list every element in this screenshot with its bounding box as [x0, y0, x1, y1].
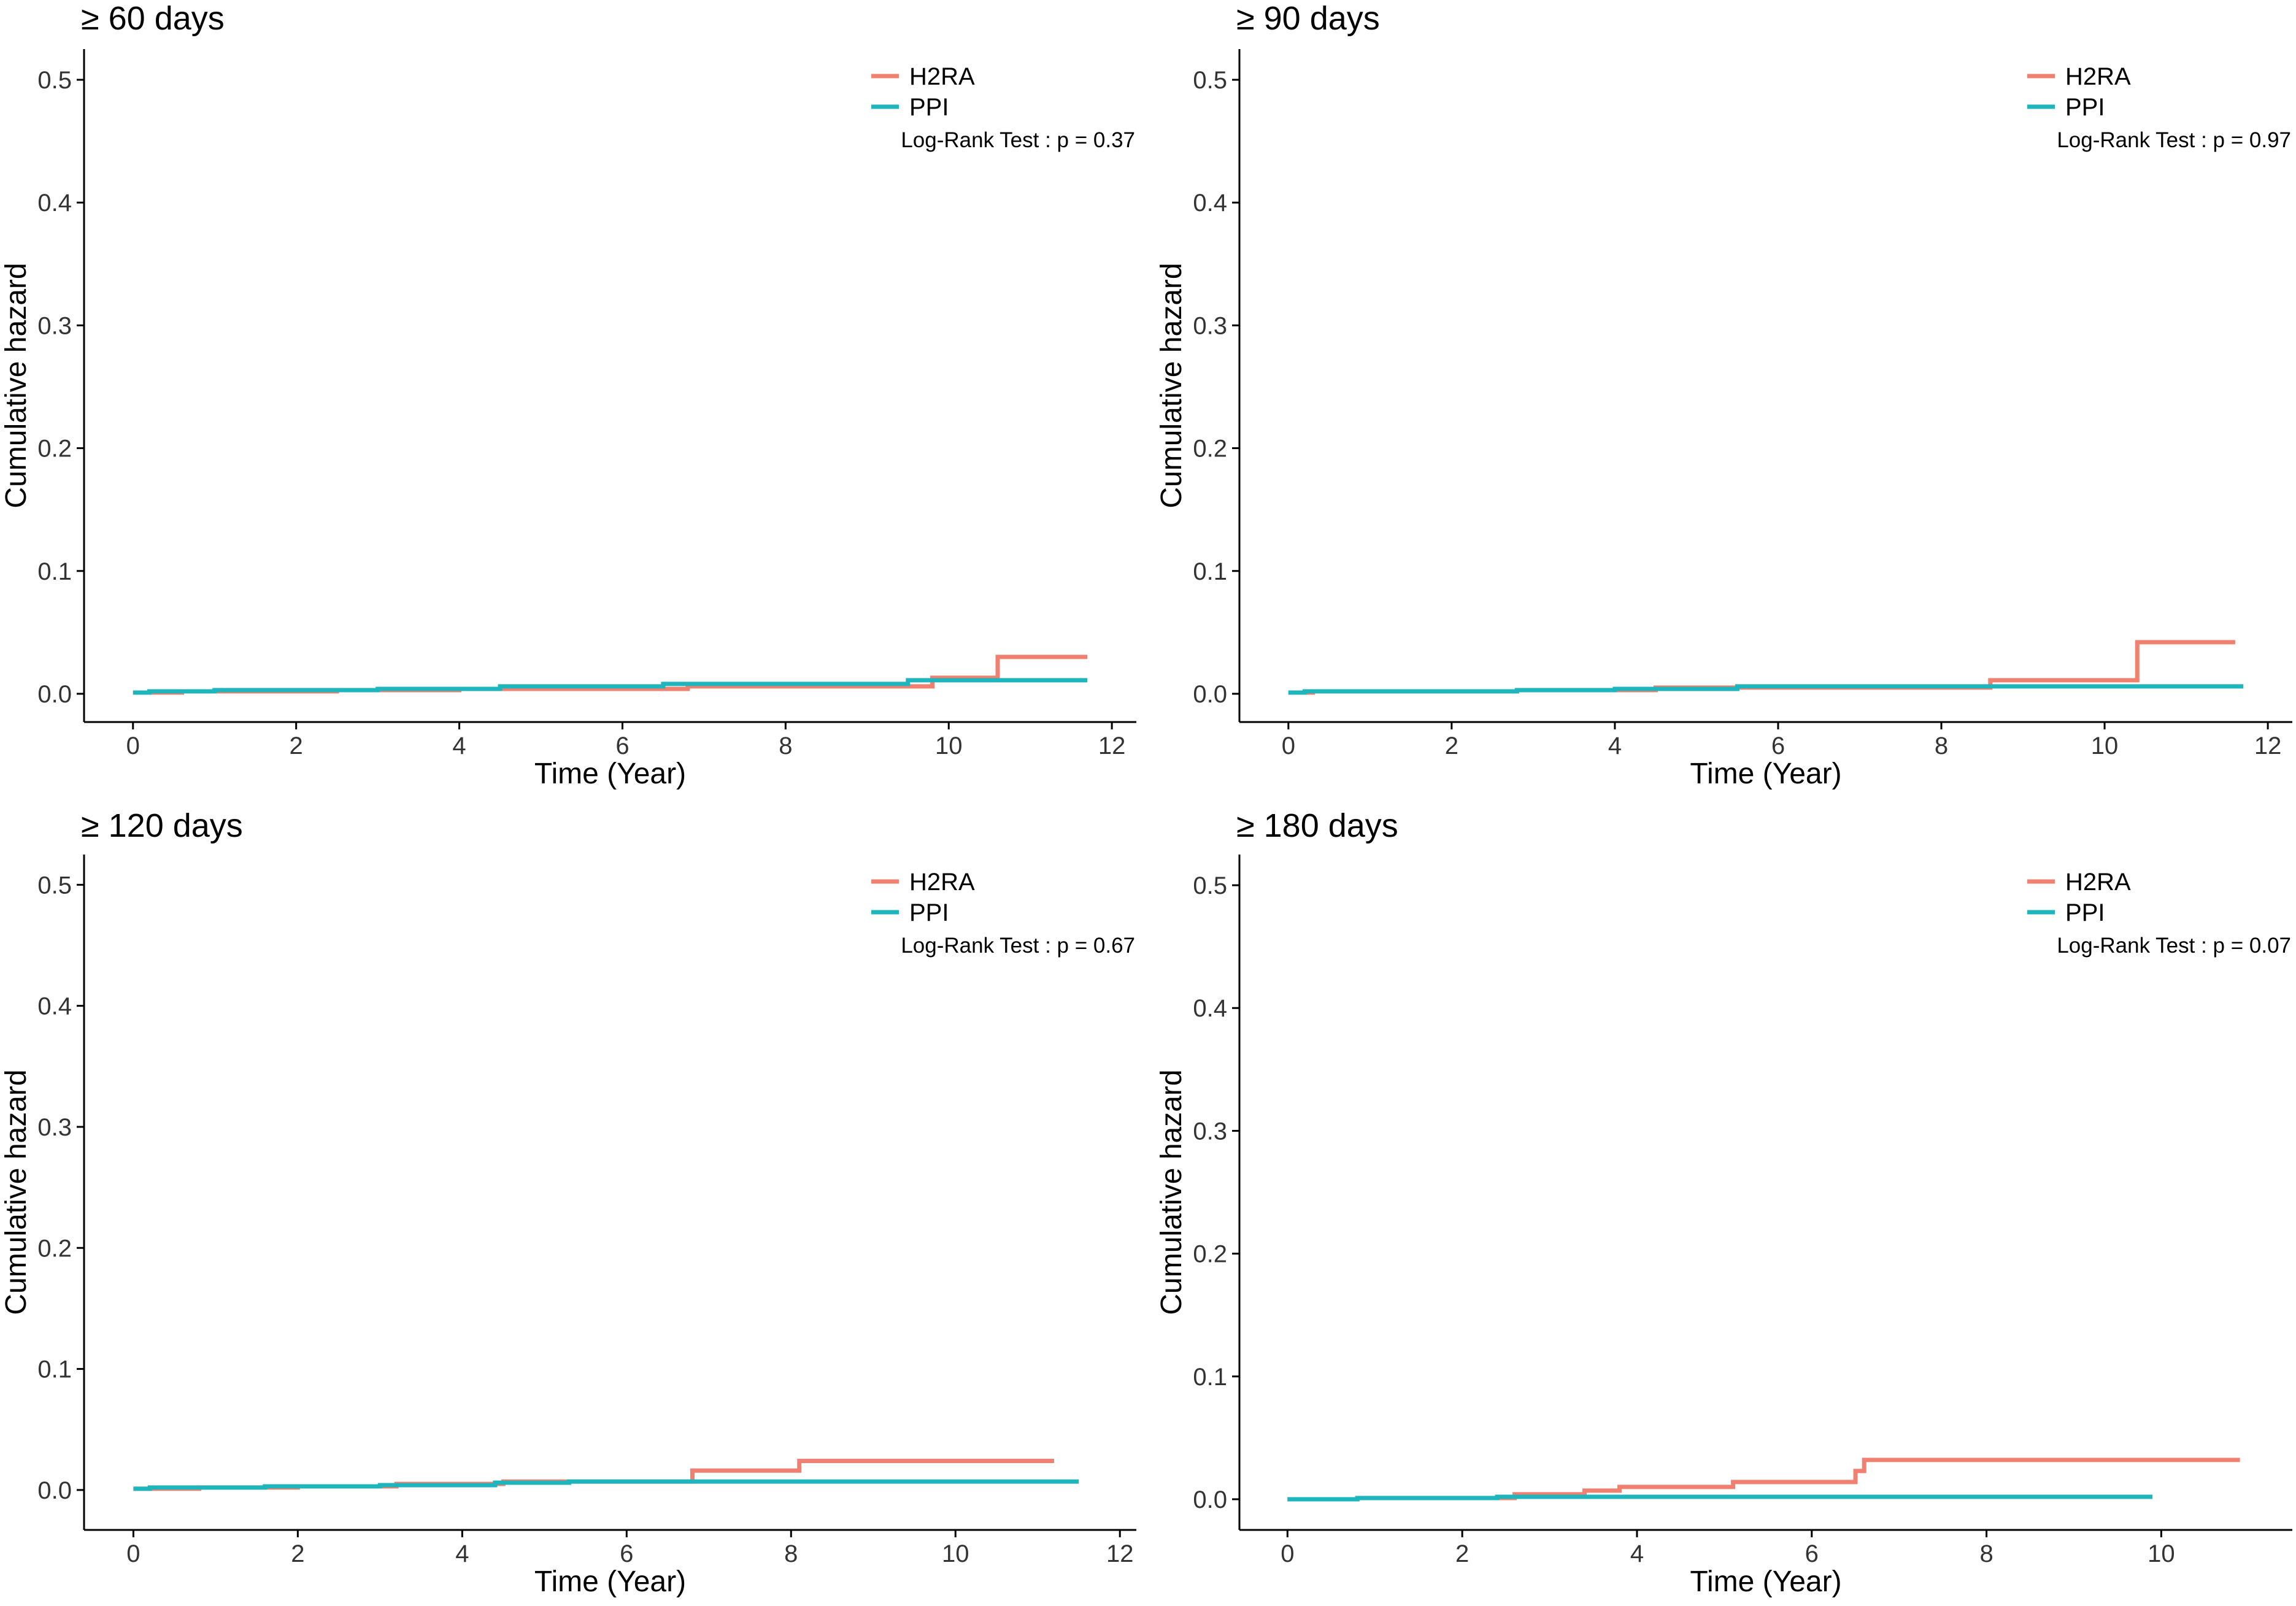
- panel-2-y-tick-label: 0.3: [1193, 312, 1227, 339]
- panel-4-x-tick-label: 10: [2148, 1540, 2175, 1567]
- panel-1-y-tick-label: 0.1: [37, 558, 72, 585]
- panel-1-x-tick-label: 12: [1098, 732, 1126, 759]
- panel-2-x-tick-label: 12: [2254, 732, 2282, 759]
- panel-4-series-h2ra: [1287, 1458, 2240, 1502]
- panel-2-log-rank-annotation: Log-Rank Test : p = 0.97: [2057, 128, 2291, 152]
- panel-4-series-ppi: [1287, 1494, 2153, 1502]
- panel-3-x-tick-label: 2: [291, 1540, 304, 1567]
- panel-1-x-axis-label: Time (Year): [534, 758, 686, 790]
- panel-2-legend-label-h2ra: H2RA: [2065, 63, 2131, 90]
- panel-3-y-tick-label: 0.3: [37, 1114, 72, 1141]
- panel-4-x-tick-label: 8: [1979, 1540, 1993, 1567]
- panel-2-x-tick-label: 0: [1282, 732, 1295, 759]
- panel-4-x-tick-label: 6: [1805, 1540, 1819, 1567]
- panel-3-x-tick-label: 8: [784, 1540, 798, 1567]
- panel-4-legend-label-h2ra: H2RA: [2065, 869, 2131, 896]
- panel-1-x-tick-label: 6: [615, 732, 629, 759]
- panel-2-x-tick-label: 4: [1608, 732, 1622, 759]
- panel-1-y-tick-label: 0.3: [37, 312, 72, 339]
- panel-2-y-tick-label: 0.4: [1193, 190, 1227, 217]
- panel-3-x-tick-label: 0: [126, 1540, 140, 1567]
- panel-3-y-tick-label: 0.0: [37, 1477, 72, 1504]
- panel-2-x-tick-label: 6: [1771, 732, 1785, 759]
- panel-4-log-rank-annotation: Log-Rank Test : p = 0.07: [2057, 934, 2291, 958]
- panel-3-x-tick-label: 12: [1106, 1540, 1134, 1567]
- panel-4-y-tick-label: 0.2: [1193, 1241, 1227, 1268]
- panel-2-y-tick-label: 0.2: [1193, 436, 1227, 463]
- panel-3-series-ppi: [133, 1479, 1079, 1491]
- panel-4-x-tick-label: 4: [1630, 1540, 1644, 1567]
- panel-3-y-axis-label: Cumulative hazard: [0, 1069, 33, 1315]
- panel-1-y-tick-label: 0.5: [37, 67, 72, 94]
- panel-1-log-rank-annotation: Log-Rank Test : p = 0.37: [901, 128, 1135, 152]
- panel-2-y-axis-label: Cumulative hazard: [1155, 263, 1188, 508]
- panel-3-y-tick-label: 0.5: [37, 872, 72, 899]
- panel-2-y-tick-label: 0.0: [1193, 681, 1227, 708]
- panel-2-x-tick-label: 8: [1935, 732, 1948, 759]
- panel-2-legend-label-ppi: PPI: [2065, 94, 2105, 121]
- panel-1-x-tick-label: 2: [290, 732, 303, 759]
- panel-4-x-axis-label: Time (Year): [1690, 1566, 1841, 1598]
- panel-4-y-tick-label: 0.5: [1193, 872, 1227, 899]
- panel-3-y-tick-label: 0.2: [37, 1235, 72, 1262]
- panel-3-y-tick-label: 0.4: [37, 993, 72, 1020]
- panel-3-legend-label-h2ra: H2RA: [909, 869, 975, 896]
- panel-3: ≥ 120 days 0.0 0.1 0.2 0.3 0.4 0.5 0 2 4 6 8 10 12 Tim…: [0, 807, 1136, 1598]
- panel-2: ≥ 90 days 0.0 0.1 0.2 0.3 0.4 0.5 0 2 4 6 8 10 12 Time…: [1155, 0, 2292, 790]
- panel-1-x-tick-label: 0: [126, 732, 140, 759]
- panel-2-x-tick-label: 2: [1445, 732, 1458, 759]
- panel-2-series-ppi: [1288, 684, 2244, 695]
- panel-4-legend-label-ppi: PPI: [2065, 899, 2105, 926]
- panel-4-y-axis-label: Cumulative hazard: [1155, 1069, 1188, 1315]
- panel-4-y-tick-label: 0.0: [1193, 1486, 1227, 1513]
- panel-1: ≥ 60 days 0.0 0.1 0.2 0.3 0.4 0.5 0 2 4 6 8 10 12 Time…: [0, 0, 1136, 790]
- panel-4-y-tick-label: 0.1: [1193, 1364, 1227, 1391]
- panel-1-series-ppi: [133, 678, 1088, 695]
- panel-2-x-axis-label: Time (Year): [1690, 758, 1841, 790]
- panel-3-x-tick-label: 6: [620, 1540, 633, 1567]
- panel-1-x-tick-label: 10: [935, 732, 963, 759]
- panel-1-x-tick-label: 8: [779, 732, 792, 759]
- panel-4-x-tick-label: 0: [1281, 1540, 1294, 1567]
- panel-3-x-tick-label: 10: [942, 1540, 969, 1567]
- panel-3-x-tick-label: 4: [455, 1540, 469, 1567]
- panel-3-log-rank-annotation: Log-Rank Test : p = 0.67: [901, 934, 1135, 958]
- panel-2-y-tick-label: 0.1: [1193, 558, 1227, 585]
- panel-4-title: ≥ 180 days: [1236, 807, 1398, 844]
- panel-1-y-tick-label: 0.0: [37, 681, 72, 708]
- panel-3-x-axis-label: Time (Year): [534, 1566, 686, 1598]
- panel-3-title: ≥ 120 days: [81, 807, 243, 844]
- panel-4: ≥ 180 days 0.0 0.1 0.2 0.3 0.4 0.5 0 2 4 6 8 10 Time …: [1155, 807, 2292, 1598]
- panel-1-x-tick-label: 4: [452, 732, 466, 759]
- panel-3-y-tick-label: 0.1: [37, 1356, 72, 1383]
- panel-1-y-axis-label: Cumulative hazard: [0, 263, 33, 508]
- panel-4-x-tick-label: 2: [1455, 1540, 1469, 1567]
- panel-4-y-tick-label: 0.3: [1193, 1118, 1227, 1145]
- panel-3-legend-label-ppi: PPI: [909, 899, 949, 926]
- panel-2-y-tick-label: 0.5: [1193, 67, 1227, 94]
- panel-2-x-tick-label: 10: [2091, 732, 2119, 759]
- panel-1-legend-label-h2ra: H2RA: [909, 63, 975, 90]
- panel-1-y-tick-label: 0.2: [37, 436, 72, 463]
- panel-1-title: ≥ 60 days: [81, 0, 225, 37]
- panel-1-legend-label-ppi: PPI: [909, 94, 949, 121]
- panel-1-y-tick-label: 0.4: [37, 190, 72, 217]
- panel-4-y-tick-label: 0.4: [1193, 995, 1227, 1022]
- panel-2-title: ≥ 90 days: [1236, 0, 1380, 37]
